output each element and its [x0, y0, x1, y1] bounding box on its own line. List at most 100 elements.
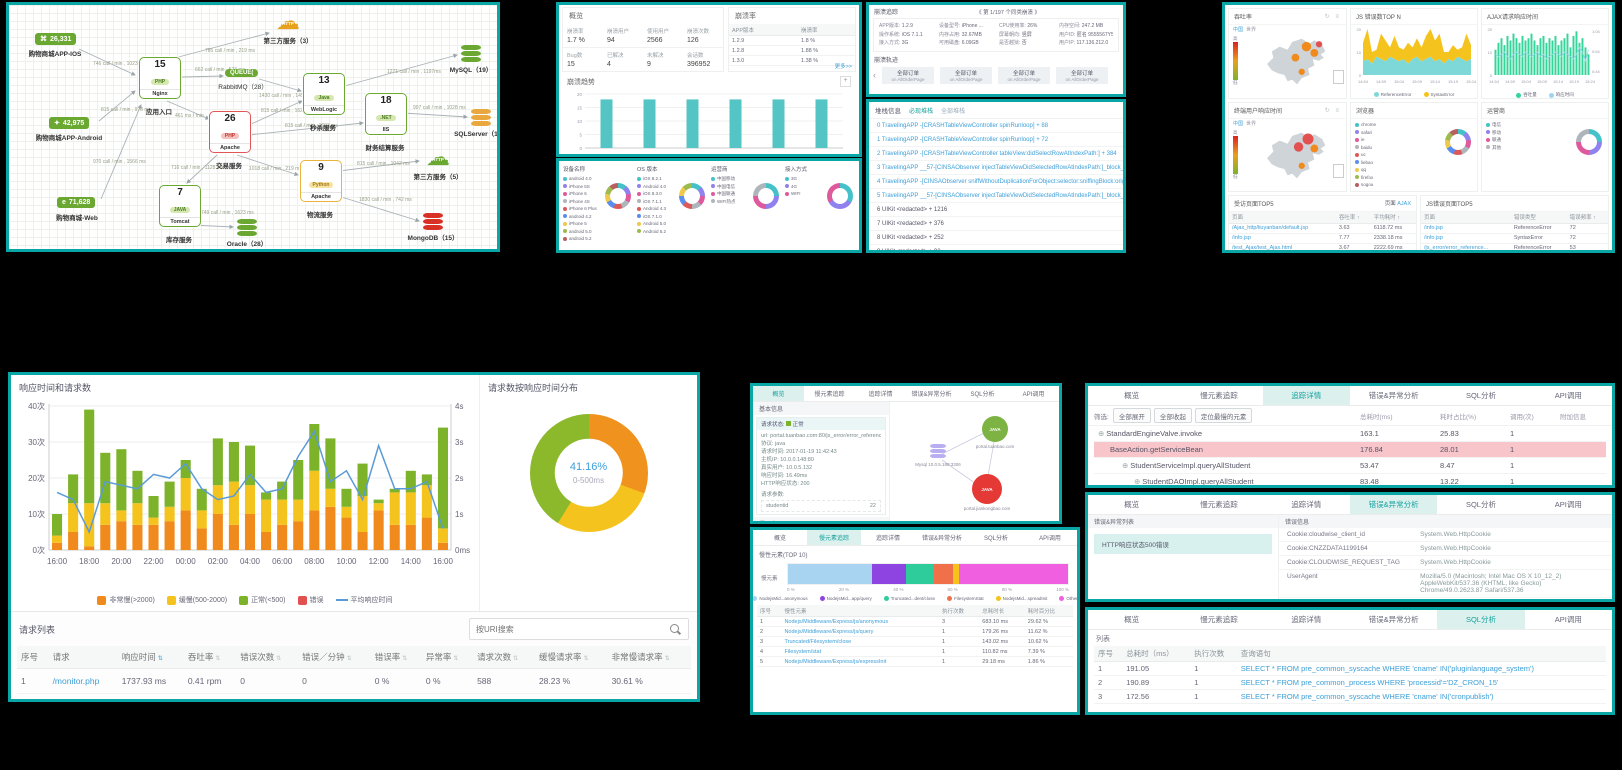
legend-item[interactable]: firefox	[1355, 174, 1443, 182]
legend-item[interactable]: 4G	[785, 183, 825, 191]
expander-icon[interactable]: ⊕	[1134, 477, 1141, 486]
expand-all-button[interactable]: 全部展开	[1112, 408, 1151, 423]
legend-item[interactable]: iPhone 5S	[563, 183, 603, 191]
tab-world[interactable]: 世界	[1246, 27, 1257, 33]
legend-item[interactable]: 中国电信	[711, 183, 751, 191]
legend-item[interactable]: 非常慢(>2000)	[97, 595, 155, 605]
bar-segment[interactable]	[788, 564, 872, 584]
link[interactable]: SELECT * FROM pre_common_syscache WHERE …	[1240, 692, 1494, 701]
stack-frame[interactable]: 5 TravelingAPP __57-[CINSAObserver injec…	[869, 189, 1123, 203]
tab-6[interactable]: API调用	[1039, 536, 1061, 542]
tab-ajax[interactable]: AJAX	[1397, 201, 1411, 207]
tab-6[interactable]: API调用	[1554, 391, 1582, 400]
legend-item[interactable]: 响应时间	[1548, 92, 1574, 98]
tab-1[interactable]: 概览	[1124, 615, 1140, 624]
legend-item[interactable]: iPhone 5	[563, 220, 603, 228]
card-tools-icon[interactable]: ↻ ≡	[1324, 108, 1341, 114]
tab-5[interactable]: SQL分析	[970, 392, 995, 398]
link[interactable]: /js_error/error_reference...	[1424, 245, 1489, 251]
tab-world[interactable]: 世界	[1246, 121, 1257, 127]
stack-frame[interactable]: 4 TravelingAPP -[CINSAObserver sniffWith…	[869, 175, 1123, 189]
tab-2[interactable]: 慢元素追踪	[1200, 615, 1238, 624]
legend-item[interactable]: iPhone 4S	[563, 198, 603, 206]
sort-icon[interactable]: ⇅	[453, 656, 459, 662]
sort-icon[interactable]: ⇅	[346, 656, 352, 662]
legend-item[interactable]: 中国移动	[711, 175, 751, 183]
stack-frame[interactable]: 0 TravelingAPP -[CRASHTableViewControlle…	[869, 119, 1123, 133]
legend-item[interactable]: 吞吐量	[1516, 92, 1537, 98]
legend-item[interactable]: 电信	[1486, 121, 1574, 129]
tab-3[interactable]: 追踪详情	[1291, 615, 1322, 624]
link[interactable]: SELECT * FROM pre_common_syscache WHERE …	[1240, 664, 1534, 673]
service-node[interactable]: 7 JAVA Tomcat	[159, 185, 201, 227]
legend-item[interactable]: 其他	[1486, 144, 1574, 152]
service-node-green[interactable]: JAVA	[982, 416, 1008, 442]
tab-1[interactable]: 概览	[1124, 500, 1140, 509]
sort-icon[interactable]: ⇅	[402, 656, 408, 662]
legend-item[interactable]: 移动	[1486, 129, 1574, 137]
sort-icon[interactable]: ⇅	[157, 656, 163, 662]
bar-segment[interactable]	[953, 564, 959, 584]
link[interactable]: /info.jsp	[1232, 235, 1251, 241]
expander-icon[interactable]: ⊕	[1098, 429, 1105, 438]
service-node[interactable]: 13 Java WebLogic	[303, 73, 345, 115]
http-cloud-icon[interactable]: ☁ HTTP	[421, 146, 455, 170]
android-badge[interactable]: ✦ 42,975	[49, 117, 90, 129]
tab-china[interactable]: 中国	[1233, 27, 1244, 33]
service-node[interactable]: 18 .NET IIS	[365, 93, 407, 135]
queue-icon[interactable]: QUEUE(	[225, 69, 259, 77]
browser-badge[interactable]: e 71,628	[57, 197, 96, 208]
info-line[interactable]: url: portal.tuanbao.com:80/js_error/erro…	[761, 433, 881, 439]
link[interactable]: Filesystem/stat	[784, 648, 822, 655]
tab-2[interactable]: 慢元素追踪	[807, 530, 861, 545]
link[interactable]: Truncated/Filesystem/close	[784, 638, 852, 645]
tab-6[interactable]: API调用	[1022, 392, 1045, 398]
tab-2[interactable]: 慢元素追踪	[1200, 391, 1238, 400]
tab-3[interactable]: 追踪详情	[868, 392, 893, 398]
legend-item[interactable]: 3G	[785, 175, 825, 183]
call-tree-row[interactable]: BaseAction.getServiceBean 176.84 28.01 1	[1094, 442, 1606, 458]
legend-item[interactable]: NodejsMid...spreadInit	[995, 596, 1047, 601]
legend-item[interactable]: Android 4.3	[637, 205, 677, 213]
legend-item[interactable]: Android 5.2	[637, 228, 677, 236]
link[interactable]: Nodejs/Middleware/Express/js/query	[784, 628, 874, 635]
legend-item[interactable]: iOS 7.1.1	[637, 198, 677, 206]
legend-item[interactable]: 平均响应时间	[335, 595, 393, 605]
legend-item[interactable]: Other	[1059, 596, 1077, 601]
legend-item[interactable]: Android 5.0	[637, 220, 677, 228]
service-node[interactable]: 26 PHP Apache	[209, 111, 251, 153]
legend-item[interactable]: iPhone 6	[563, 190, 603, 198]
legend-item[interactable]: uc	[1355, 151, 1443, 159]
tab-5[interactable]: SQL分析	[1465, 391, 1496, 400]
tab-4[interactable]: 错误&异常分析	[911, 392, 952, 398]
sort-icon[interactable]: ⇅	[276, 656, 282, 662]
legend-item[interactable]: sogou	[1355, 181, 1443, 189]
legend-item[interactable]: WIFI	[785, 190, 825, 198]
sort-icon[interactable]: ⇅	[664, 656, 670, 662]
service-node-red[interactable]: JAVA	[972, 474, 1002, 504]
legend-item[interactable]: 错误	[297, 595, 324, 605]
database-icon[interactable]	[237, 219, 257, 237]
tab-4[interactable]: 错误&异常分析	[921, 536, 962, 542]
link[interactable]: /info.jsp	[1424, 235, 1443, 241]
more-link[interactable]: 更多>>	[834, 64, 852, 70]
tab-1[interactable]: 概览	[753, 386, 804, 401]
http-cloud-icon[interactable]: ☁ HTTP	[271, 10, 305, 34]
chart-legend[interactable]: 非常慢(>2000) 缓慢(500-2000) 正常(<500) 错误 平均响应时间	[11, 591, 479, 611]
service-node[interactable]: 15 PHP Nginx	[139, 57, 181, 99]
link[interactable]: SELECT * FROM pre_common_process WHERE '…	[1240, 678, 1499, 687]
legend-item[interactable]: Android 4.0	[637, 183, 677, 191]
legend-item[interactable]: 缓慢(500-2000)	[166, 595, 227, 605]
tab-6[interactable]: API调用	[1554, 615, 1582, 624]
chart-toolbox-button[interactable]: +	[840, 76, 851, 87]
tab-required-stack[interactable]: 必现堆栈	[909, 108, 934, 115]
legend-item[interactable]: iOS 8.3.0	[637, 190, 677, 198]
sort-icon[interactable]: ⇅	[215, 656, 221, 662]
search-icon[interactable]	[670, 624, 679, 633]
tab-pages[interactable]: 页面	[1384, 201, 1396, 207]
tab-5[interactable]: SQL分析	[1437, 610, 1525, 629]
legend-item[interactable]: android 4.2	[563, 213, 603, 221]
tab-4[interactable]: 错误&异常分析	[1368, 615, 1419, 624]
trace-step[interactable]: 全部订单 on AllOrderPage	[1056, 66, 1108, 84]
tab-3[interactable]: 追踪详情	[1262, 386, 1350, 405]
